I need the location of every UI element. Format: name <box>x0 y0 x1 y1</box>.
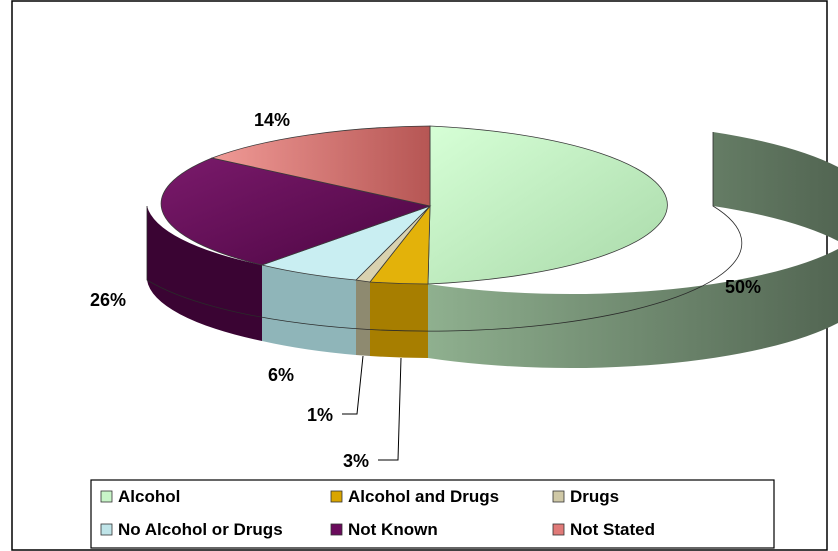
slice-top-alcohol <box>427 125 668 285</box>
legend-swatch-alcohol <box>100 490 113 503</box>
data-label-alcohol: 50% <box>725 277 761 297</box>
legend-label-drugs: Drugs <box>570 487 619 506</box>
legend-swatch-not-stated <box>552 523 565 536</box>
pie-bottom-edge <box>146 132 743 332</box>
legend-label-no-alcohol-or-drugs: No Alcohol or Drugs <box>118 520 283 539</box>
pie-3d <box>146 125 838 369</box>
slice-top-not-stated <box>210 125 431 207</box>
slice-top-not-known <box>160 157 432 266</box>
slice-side-alcohol <box>428 132 838 369</box>
legend-label-alcohol: Alcohol <box>118 487 180 506</box>
leader-line-drugs <box>342 355 364 415</box>
legend-swatch-alcohol-and-drugs <box>330 490 343 503</box>
slice-side-not-known <box>147 206 262 341</box>
legend-swatch-not-known <box>330 523 343 536</box>
leader-line-alcohol-and-drugs <box>378 357 402 461</box>
legend: Alcohol Alcohol and Drugs Drugs No Alcoh… <box>90 479 775 549</box>
data-label-alcohol-and-drugs: 3% <box>343 451 369 471</box>
slice-side-drugs <box>356 280 370 356</box>
data-label-not-known: 26% <box>90 290 126 310</box>
slice-side-no-alcohol-or-drugs <box>262 265 356 355</box>
slice-side-alcohol-and-drugs <box>370 282 428 358</box>
legend-label-not-known: Not Known <box>348 520 438 539</box>
legend-swatch-drugs <box>552 490 565 503</box>
data-label-not-stated: 14% <box>254 110 290 130</box>
legend-swatch-no-alcohol-or-drugs <box>100 523 113 536</box>
legend-label-not-stated: Not Stated <box>570 520 655 539</box>
data-label-no-alcohol-or-drugs: 6% <box>268 365 294 385</box>
legend-label-alcohol-and-drugs: Alcohol and Drugs <box>348 487 499 506</box>
data-label-drugs: 1% <box>307 405 333 425</box>
legend-box <box>90 479 775 549</box>
